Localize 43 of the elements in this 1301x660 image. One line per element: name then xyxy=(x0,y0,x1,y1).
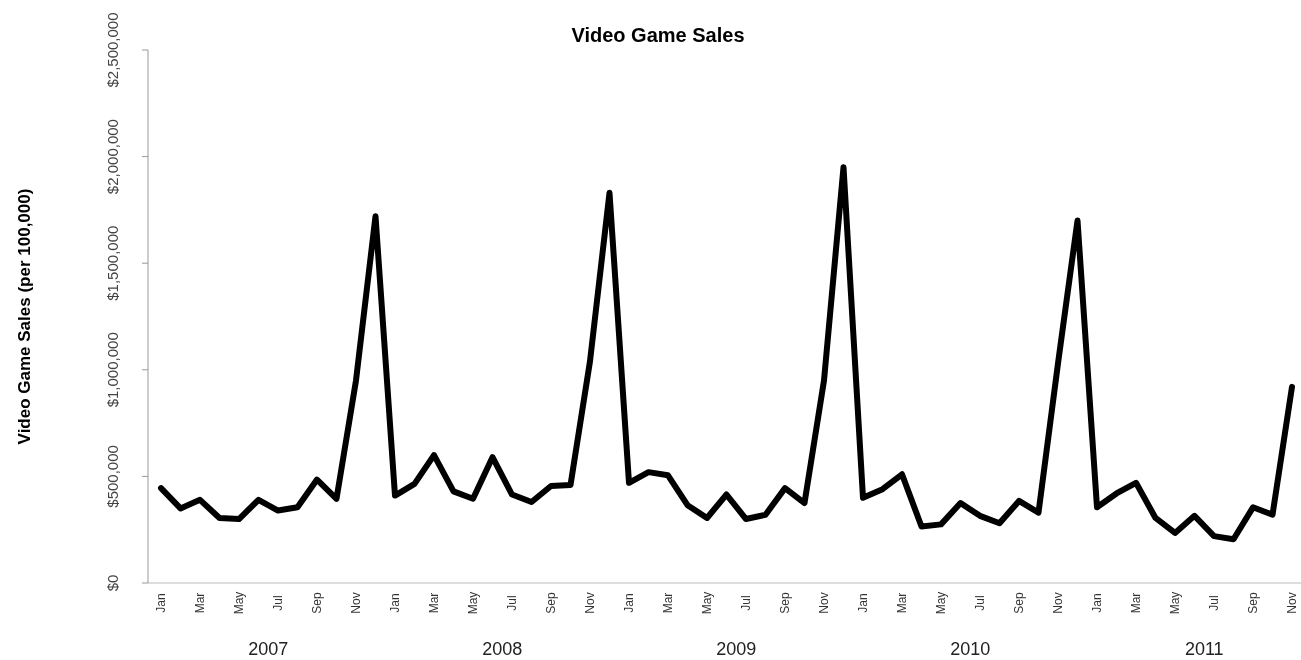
x-tick-label: May xyxy=(232,591,246,615)
x-tick-label: Jan xyxy=(1090,593,1104,613)
x-tick-label: Jan xyxy=(856,593,870,613)
x-tick-label: Sep xyxy=(310,592,324,614)
x-tick-label: May xyxy=(700,591,714,615)
x-tick-label: Nov xyxy=(1285,592,1299,614)
y-axis-title: Video Game Sales (per 100,000) xyxy=(15,188,34,445)
x-tick-label: Nov xyxy=(817,592,831,614)
x-tick-label: Jan xyxy=(154,593,168,613)
text: 2010 xyxy=(950,639,991,659)
x-tick-label: May xyxy=(934,591,948,615)
x-tick-label: Sep xyxy=(1012,592,1026,614)
chart-title: Video Game Sales xyxy=(571,24,745,46)
y-tick-label: $2,000,000 xyxy=(104,119,121,195)
x-tick-label: Jan xyxy=(388,593,402,613)
x-tick-label: Sep xyxy=(544,592,558,614)
y-tick-label: $1,500,000 xyxy=(104,225,121,301)
y-tick-label: $1,000,000 xyxy=(104,332,121,408)
y-tick-label: $500,000 xyxy=(104,445,121,508)
x-tick-label: Jul xyxy=(739,595,753,611)
x-tick-label: May xyxy=(1168,591,1182,615)
x-tick-label: Jan xyxy=(622,593,636,613)
x-tick-label: Sep xyxy=(1246,592,1260,614)
x-tick-label: Mar xyxy=(895,592,909,614)
x-tick-label: Mar xyxy=(1129,592,1143,614)
x-tick-label: Mar xyxy=(661,592,675,614)
x-tick-label: Jul xyxy=(505,595,519,611)
y-tick-label: $2,500,000 xyxy=(104,12,121,88)
x-tick-label: Jul xyxy=(271,595,285,611)
text: 2008 xyxy=(482,639,523,659)
text: 2011 xyxy=(1184,639,1224,659)
x-tick-label: Jul xyxy=(1207,595,1221,611)
x-tick-label: Jul xyxy=(973,595,987,611)
x-tick-label: Nov xyxy=(1051,592,1065,614)
x-tick-label: Mar xyxy=(427,592,441,614)
x-tick-label: Nov xyxy=(583,592,597,614)
x-tick-label: Mar xyxy=(193,592,207,614)
text: 2009 xyxy=(716,639,757,659)
y-tick-label: $0 xyxy=(104,574,121,592)
x-tick-label: May xyxy=(466,591,480,615)
x-tick-label: Nov xyxy=(349,592,363,614)
x-tick-label: Sep xyxy=(778,592,792,614)
text: 2007 xyxy=(248,639,289,659)
